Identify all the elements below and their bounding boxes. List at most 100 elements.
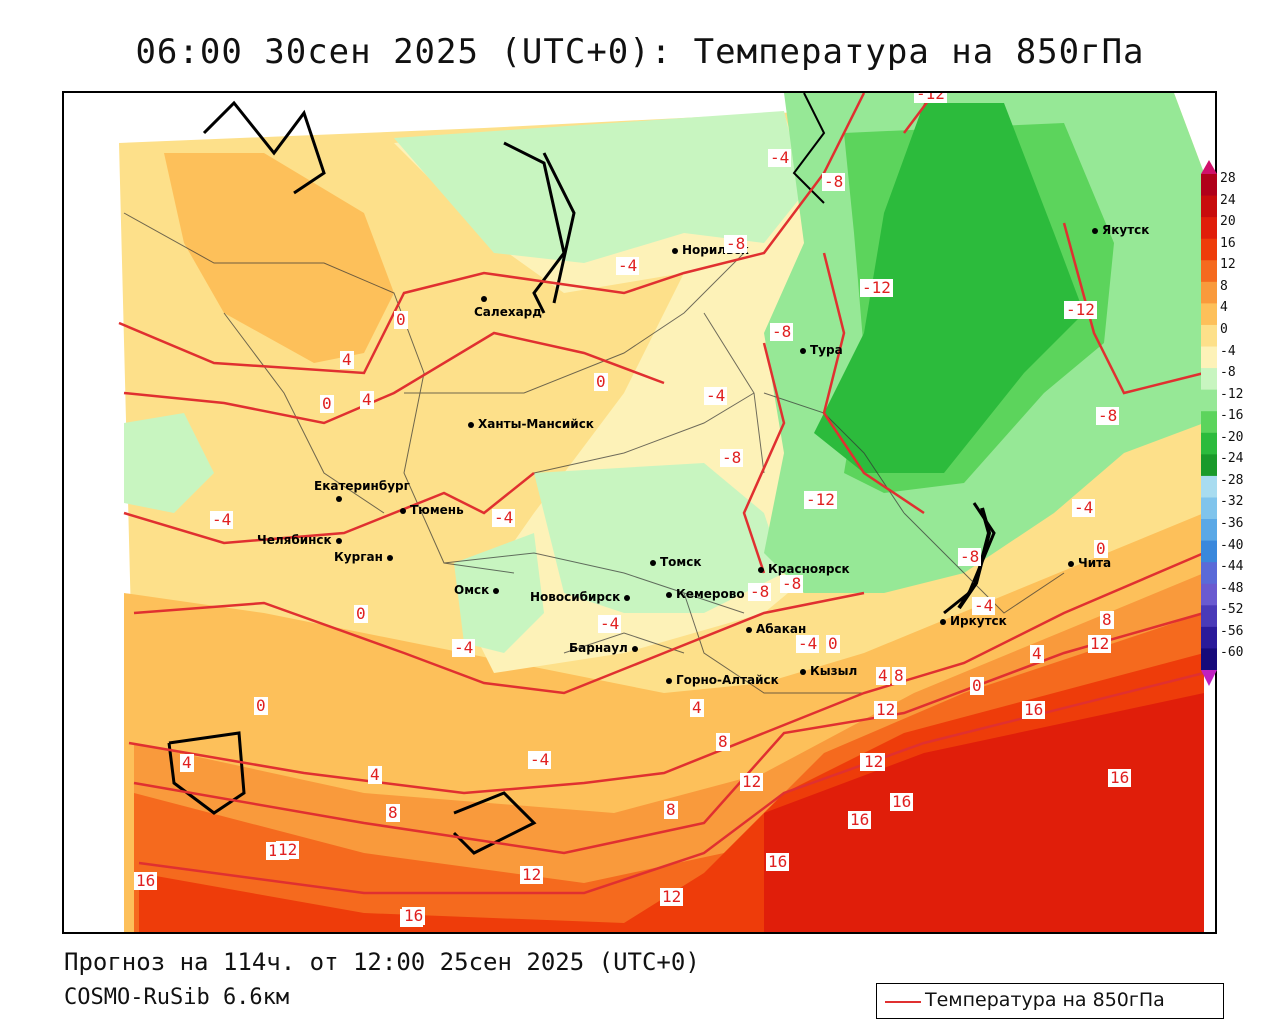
city-dot-icon <box>336 495 342 502</box>
colorbar-tick-label: -44 <box>1220 559 1244 575</box>
contour-label: 16 <box>848 810 872 829</box>
colorbar-cell <box>1201 626 1217 649</box>
city-dot-icon <box>650 559 656 566</box>
colorbar-cell <box>1201 217 1217 240</box>
colorbar-cell <box>1201 174 1217 197</box>
contour-label: -8 <box>748 582 772 601</box>
city-salekhard <box>481 291 491 305</box>
city-dot-icon <box>632 645 639 652</box>
contour-label: -4 <box>796 634 820 653</box>
colorbar-cell <box>1201 605 1217 628</box>
colorbar-tick-label: -24 <box>1220 451 1244 467</box>
contour-label: -8 <box>958 547 982 566</box>
contour-label: 12 <box>874 700 898 719</box>
contour-label: 4 <box>876 666 890 685</box>
contour-label: 12 <box>660 887 684 906</box>
contour-label: -12 <box>804 490 837 509</box>
legend-label: Температура на 850гПа <box>925 989 1165 1011</box>
contour-label: -8 <box>1096 406 1120 425</box>
contour-label: 16 <box>402 906 426 925</box>
city-irkutsk: Иркутск <box>940 614 1007 628</box>
city-dot-icon <box>666 591 672 598</box>
city-dot-icon <box>746 626 752 633</box>
contour-label: 16 <box>1022 700 1046 719</box>
contour-label: -4 <box>768 148 792 167</box>
contour-label: -12 <box>860 278 893 297</box>
contour-label: -4 <box>616 256 640 275</box>
contour-label: -4 <box>704 386 728 405</box>
city-tura: Тура <box>800 343 843 357</box>
city-kurgan: Курган <box>334 550 397 564</box>
contour-label: 8 <box>664 800 678 819</box>
contour-label: -4 <box>528 750 552 769</box>
contour-label: -12 <box>1064 300 1097 319</box>
colorbar-tick-label: 4 <box>1220 300 1228 316</box>
city-dot-icon <box>624 594 631 601</box>
city-novosibirsk: Новосибирск <box>530 590 634 604</box>
colorbar-swatches <box>1201 160 1217 686</box>
city-tyumen: Тюмень <box>400 503 464 517</box>
colorbar-top-arrow <box>1201 160 1217 174</box>
map-title: 06:00 30сен 2025 (UTC+0): Температура на… <box>135 32 1145 72</box>
contour-label: 0 <box>354 604 368 623</box>
map-canvas <box>64 93 1215 932</box>
colorbar-tick-label: 28 <box>1220 171 1236 186</box>
contour-label: -4 <box>972 596 996 615</box>
contour-label: 4 <box>1030 644 1044 663</box>
contour-label: 4 <box>340 350 354 369</box>
contour-label: -4 <box>452 638 476 657</box>
legend: Температура на 850гПа <box>876 983 1224 1019</box>
legend-line-swatch <box>885 1001 921 1003</box>
contour-label: 0 <box>826 634 840 653</box>
city-salekhard-label: Салехард <box>474 305 542 319</box>
colorbar-tick-label: -12 <box>1220 386 1244 402</box>
contour-label: 16 <box>134 871 158 890</box>
contour-label: -12 <box>914 93 947 103</box>
colorbar-tick-label: 24 <box>1220 192 1236 208</box>
colorbar-tick-label: -48 <box>1220 580 1244 596</box>
city-ekaterinburg <box>336 491 346 505</box>
city-dot-icon <box>666 677 672 684</box>
contour-label: 0 <box>970 676 984 695</box>
colorbar-cell <box>1201 648 1217 671</box>
city-chelyabinsk: Челябинск <box>257 533 346 547</box>
temperature-map[interactable]: Якутск Норильск Салехард Тура Ханты-Манс… <box>62 91 1217 934</box>
contour-label: -4 <box>210 510 234 529</box>
colorbar-tick-label: -40 <box>1220 537 1244 553</box>
colorbar-tick-label: -16 <box>1220 408 1244 424</box>
colorbar-tick-label: -56 <box>1220 623 1244 639</box>
contour-label: 4 <box>360 390 374 409</box>
colorbar-cell <box>1201 389 1217 412</box>
city-gorno-altaysk: Горно-Алтайск <box>666 673 779 687</box>
city-kyzyl: Кызыл <box>800 664 857 678</box>
contour-label: 16 <box>890 792 914 811</box>
contour-label: -8 <box>720 448 744 467</box>
contour-label: -8 <box>822 172 846 191</box>
colorbar-cell <box>1201 540 1217 563</box>
colorbar-cell <box>1201 260 1217 283</box>
city-dot-icon <box>1092 227 1098 234</box>
contour-label: 12 <box>520 865 544 884</box>
colorbar-cell <box>1201 454 1217 477</box>
city-dot-icon <box>758 566 764 573</box>
colorbar-tick-label: -4 <box>1220 343 1236 359</box>
contour-label: 8 <box>386 803 400 822</box>
colorbar-cell <box>1201 368 1217 391</box>
contour-label: 16 <box>766 852 790 871</box>
colorbar-tick-label: -60 <box>1220 645 1244 661</box>
city-barnaul: Барнаул <box>569 641 642 655</box>
contour-label: 0 <box>254 696 268 715</box>
colorbar-tick-label: -32 <box>1220 494 1244 510</box>
colorbar-cell <box>1201 238 1217 261</box>
forecast-info: Прогноз на 114ч. от 12:00 25сен 2025 (UT… <box>64 948 700 976</box>
colorbar-cell <box>1201 411 1217 434</box>
contour-label: -4 <box>492 508 516 527</box>
colorbar-tick-label: 20 <box>1220 214 1236 230</box>
model-name: COSMO-RuSib 6.6км <box>64 985 290 1010</box>
city-yakutsk: Якутск <box>1092 223 1149 237</box>
contour-label: -4 <box>1072 498 1096 517</box>
contour-label: 12 <box>1088 634 1112 653</box>
contour-label: -8 <box>780 574 804 593</box>
city-dot-icon <box>387 554 394 561</box>
colorbar-tick-label: -20 <box>1220 429 1244 445</box>
